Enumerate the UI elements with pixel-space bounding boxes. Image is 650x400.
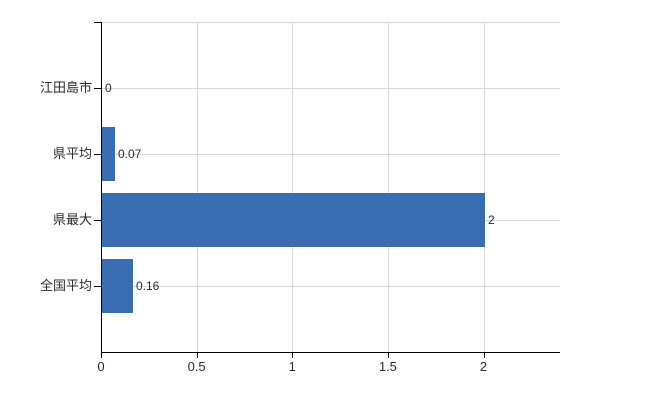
bar-value-label: 0: [105, 81, 112, 95]
x-gridline: [387, 22, 389, 352]
y-axis-line: [101, 22, 102, 352]
plot-top-gridline: [101, 22, 560, 23]
y-axis-tick: [94, 220, 101, 221]
bar-value-label: 2: [488, 213, 495, 227]
category-label: 県平均: [52, 146, 92, 161]
x-tick-label: 0: [97, 359, 105, 374]
x-gridline: [292, 22, 294, 352]
x-gridline: [483, 22, 485, 352]
category-gridline: [101, 286, 560, 287]
x-gridline: [196, 22, 198, 352]
x-tick-label: 1: [288, 359, 296, 374]
x-tick-label: 0.5: [187, 359, 206, 374]
bar-value-label: 0.16: [136, 279, 160, 293]
bar: [102, 193, 485, 247]
x-axis-tick: [292, 352, 294, 358]
category-label: 全国平均: [39, 278, 92, 293]
bar: [102, 127, 115, 181]
y-axis-tick: [94, 22, 101, 23]
x-axis-tick: [387, 352, 389, 358]
bar-value-label: 0.07: [118, 147, 142, 161]
x-axis-tick: [196, 352, 198, 358]
bar: [102, 259, 133, 313]
x-axis-tick: [483, 352, 485, 358]
category-label: 江田島市: [39, 80, 92, 95]
x-tick-label: 1.5: [378, 359, 397, 374]
y-axis-tick: [94, 286, 101, 287]
category-gridline: [101, 88, 560, 89]
category-label: 県最大: [52, 212, 92, 227]
category-gridline: [101, 154, 560, 155]
x-tick-label: 2: [479, 359, 488, 374]
y-axis-tick: [94, 154, 101, 155]
y-axis-tick: [94, 88, 101, 89]
x-axis-line: [101, 352, 560, 353]
x-axis-tick: [101, 352, 102, 358]
